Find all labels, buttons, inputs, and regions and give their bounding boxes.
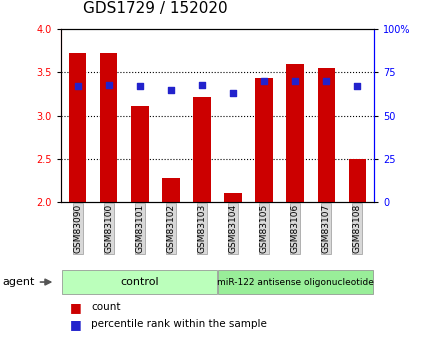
Point xyxy=(74,83,81,89)
Point xyxy=(229,90,236,96)
Text: control: control xyxy=(120,277,159,287)
Text: ■: ■ xyxy=(69,300,81,314)
Point xyxy=(291,78,298,84)
Bar xyxy=(193,97,210,202)
Bar xyxy=(255,78,272,202)
Point xyxy=(260,78,267,84)
Text: agent: agent xyxy=(2,277,34,287)
Bar xyxy=(286,64,303,202)
Bar xyxy=(100,52,117,202)
Bar xyxy=(348,159,365,202)
Text: GSM83107: GSM83107 xyxy=(321,204,330,253)
Text: percentile rank within the sample: percentile rank within the sample xyxy=(91,319,266,329)
Text: GDS1729 / 152020: GDS1729 / 152020 xyxy=(82,1,227,16)
Point xyxy=(353,83,360,89)
Bar xyxy=(62,270,217,294)
Text: GSM83102: GSM83102 xyxy=(166,204,175,253)
Point xyxy=(198,82,205,87)
Bar xyxy=(224,193,241,202)
Text: GSM83104: GSM83104 xyxy=(228,204,237,253)
Bar xyxy=(217,270,372,294)
Text: count: count xyxy=(91,302,121,312)
Bar xyxy=(162,178,179,202)
Point xyxy=(136,83,143,89)
Text: GSM83090: GSM83090 xyxy=(73,204,82,253)
Text: miR-122 antisense oligonucleotide: miR-122 antisense oligonucleotide xyxy=(216,277,373,287)
Bar xyxy=(69,52,86,202)
Text: GSM83108: GSM83108 xyxy=(352,204,361,253)
Text: GSM83105: GSM83105 xyxy=(259,204,268,253)
Bar xyxy=(317,68,334,202)
Text: GSM83101: GSM83101 xyxy=(135,204,144,253)
Text: GSM83106: GSM83106 xyxy=(290,204,299,253)
Point xyxy=(322,78,329,84)
Bar xyxy=(131,106,148,202)
Point xyxy=(167,87,174,92)
Text: GSM83100: GSM83100 xyxy=(104,204,113,253)
Text: ■: ■ xyxy=(69,318,81,331)
Point xyxy=(105,82,112,87)
Text: GSM83103: GSM83103 xyxy=(197,204,206,253)
